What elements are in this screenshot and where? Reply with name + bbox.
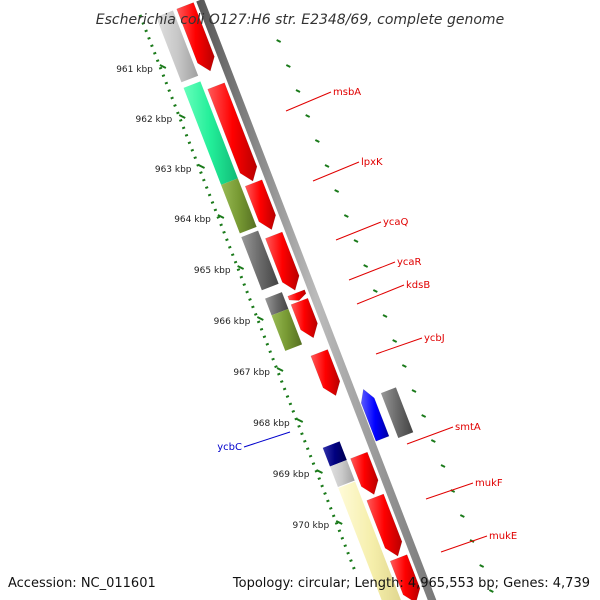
minor-scale-tick bbox=[421, 414, 427, 418]
cog-category-block bbox=[183, 81, 238, 185]
minor-scale-tick bbox=[343, 214, 349, 218]
cog-category-block bbox=[271, 308, 303, 351]
map-title: Escherichia coli O127:H6 str. E2348/69, … bbox=[96, 12, 504, 28]
forward-gene-arrow bbox=[265, 231, 300, 291]
scale-tick-label: 966 kbp bbox=[214, 317, 251, 327]
cog-category-block bbox=[322, 441, 347, 467]
scale-tick-label: 969 kbp bbox=[273, 470, 310, 480]
forward-gene-arrow bbox=[287, 289, 307, 301]
forward-gene-arrow bbox=[176, 2, 215, 72]
minor-scale-tick bbox=[324, 164, 330, 168]
minor-scale-tick bbox=[411, 389, 417, 393]
minor-scale-tick bbox=[305, 114, 311, 118]
minor-scale-tick bbox=[334, 189, 340, 193]
forward-gene-arrow bbox=[350, 451, 379, 495]
forward-gene-arrow bbox=[366, 493, 403, 557]
minor-scale-tick bbox=[363, 264, 369, 268]
minor-scale-tick bbox=[459, 514, 465, 518]
scale-tick bbox=[276, 367, 284, 372]
gene-leader-line bbox=[375, 337, 423, 355]
gene-label-ycaR[interactable]: ycaR bbox=[397, 257, 422, 268]
minor-scale-tick bbox=[295, 89, 301, 93]
gene-label-smtA[interactable]: smtA bbox=[455, 422, 481, 433]
cog-category-track bbox=[156, 10, 401, 600]
gene-leader-line bbox=[335, 221, 382, 241]
minor-scale-tick bbox=[372, 289, 378, 293]
scale-tick-label: 962 kbp bbox=[136, 115, 173, 125]
gene-track bbox=[176, 2, 421, 600]
forward-gene-arrow bbox=[207, 82, 258, 182]
scale-dotted-line bbox=[138, 14, 358, 576]
forward-gene-arrow bbox=[389, 554, 421, 600]
genome-backbone bbox=[196, 0, 437, 600]
cog-category-block bbox=[241, 230, 279, 291]
gene-leader-line bbox=[406, 426, 454, 445]
gene-label-msbA[interactable]: msbA bbox=[333, 87, 361, 98]
gene-label-kdsB[interactable]: kdsB bbox=[406, 280, 430, 291]
gene-leader-line bbox=[285, 91, 332, 112]
scale-tick bbox=[159, 64, 167, 69]
gene-label-mukF[interactable]: mukF bbox=[475, 478, 503, 489]
gene-leader-line bbox=[312, 161, 360, 182]
scale-tick bbox=[198, 164, 205, 169]
gene-leader-line bbox=[356, 284, 405, 305]
minor-scale-tick bbox=[353, 239, 359, 243]
minor-scale-tick bbox=[314, 139, 320, 143]
scale-tick-label: 965 kbp bbox=[194, 266, 231, 276]
minor-scale-tick bbox=[430, 439, 436, 443]
gene-label-ycbC[interactable]: ycbC bbox=[217, 442, 242, 453]
gene-block-gray bbox=[380, 387, 414, 438]
ycbC-gene-arrow bbox=[360, 388, 390, 442]
minor-scale-tick bbox=[392, 339, 398, 343]
forward-gene-arrow bbox=[244, 179, 276, 231]
accession-text: Accession: NC_011601 bbox=[8, 576, 156, 591]
gene-label-ycbJ[interactable]: ycbJ bbox=[424, 333, 445, 344]
forward-gene-arrow bbox=[290, 297, 318, 339]
scale-tick bbox=[237, 265, 245, 270]
scale-tick-label: 961 kbp bbox=[116, 65, 153, 75]
scale-tick bbox=[316, 469, 323, 474]
gene-label-ycaQ[interactable]: ycaQ bbox=[383, 217, 409, 228]
scale-tick-label: 964 kbp bbox=[174, 215, 211, 225]
gene-label-layer: msbA lpxK ycaQ ycaR kdsB ycbJ smtA mukF mukE ycbC bbox=[217, 87, 517, 553]
forward-gene-arrow bbox=[310, 349, 341, 397]
scale-tick bbox=[217, 214, 225, 219]
scale-tick-label: 970 kbp bbox=[293, 521, 330, 531]
minor-scale-tick bbox=[479, 564, 485, 568]
minor-scale-tick bbox=[440, 464, 446, 468]
scale-tick bbox=[178, 114, 186, 119]
gene-leader-line bbox=[243, 431, 291, 448]
minor-scale-tick bbox=[401, 364, 407, 368]
minor-scale-tick bbox=[276, 39, 282, 43]
scale-tick-label: 968 kbp bbox=[253, 419, 290, 429]
scale-tick-label: 963 kbp bbox=[155, 165, 192, 175]
gene-leader-line bbox=[348, 261, 396, 281]
minor-scale-tick bbox=[285, 64, 291, 68]
scale-tick bbox=[256, 316, 264, 321]
gene-label-lpxK[interactable]: lpxK bbox=[361, 157, 383, 168]
cog-category-block bbox=[329, 460, 355, 488]
backbone-bar bbox=[196, 0, 437, 600]
cog-category-block bbox=[221, 178, 257, 234]
cog-category-block bbox=[265, 292, 289, 316]
cog-category-block bbox=[338, 481, 401, 600]
gene-leader-line bbox=[440, 535, 488, 553]
gene-leader-line bbox=[425, 482, 474, 500]
scale-track: 961 kbp 962 kbp 963 kbp 964 kbp 965 kbp 966 k… bbox=[116, 14, 494, 593]
gene-label-mukE[interactable]: mukE bbox=[489, 531, 517, 542]
cog-category-block bbox=[156, 10, 199, 83]
topology-text: Topology: circular; Length: 4,965,553 bp… bbox=[232, 576, 590, 591]
scale-tick-label: 967 kbp bbox=[233, 368, 270, 378]
scale-tick bbox=[296, 418, 304, 423]
scale-tick bbox=[335, 520, 343, 525]
minor-scale-tick bbox=[488, 589, 494, 593]
minor-scale-tick bbox=[382, 314, 388, 318]
